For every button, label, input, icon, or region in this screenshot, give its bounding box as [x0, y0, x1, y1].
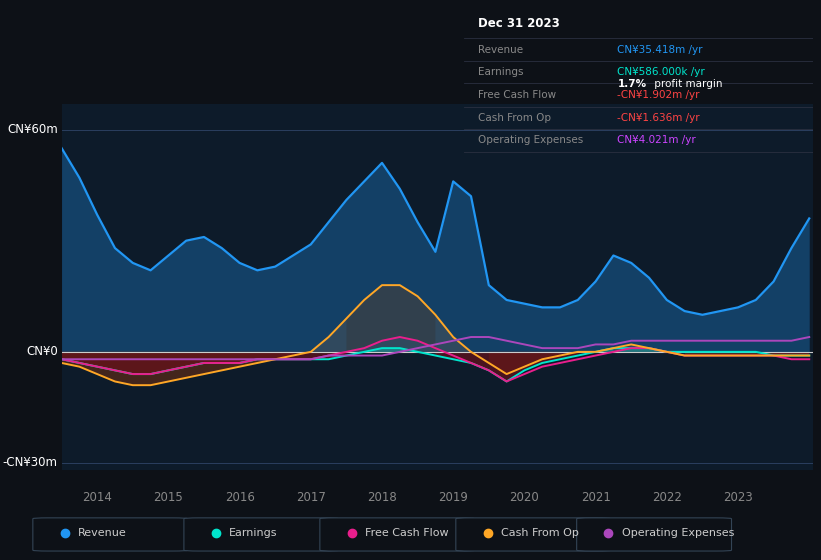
- FancyBboxPatch shape: [33, 518, 188, 551]
- Text: 2018: 2018: [367, 491, 397, 503]
- Text: 2021: 2021: [580, 491, 611, 503]
- Text: CN¥35.418m /yr: CN¥35.418m /yr: [617, 44, 703, 54]
- Text: Earnings: Earnings: [478, 67, 523, 77]
- Text: -CN¥30m: -CN¥30m: [2, 456, 57, 469]
- Text: Earnings: Earnings: [229, 529, 277, 538]
- Text: 2015: 2015: [154, 491, 183, 503]
- Text: CN¥60m: CN¥60m: [7, 123, 57, 136]
- Text: Cash From Op: Cash From Op: [501, 529, 579, 538]
- Text: CN¥0: CN¥0: [26, 346, 57, 358]
- Text: 2014: 2014: [82, 491, 112, 503]
- Text: Cash From Op: Cash From Op: [478, 113, 551, 123]
- Text: -CN¥1.636m /yr: -CN¥1.636m /yr: [617, 113, 700, 123]
- FancyBboxPatch shape: [576, 518, 732, 551]
- Text: Revenue: Revenue: [478, 44, 523, 54]
- Text: Free Cash Flow: Free Cash Flow: [478, 90, 556, 100]
- Text: CN¥586.000k /yr: CN¥586.000k /yr: [617, 67, 705, 77]
- FancyBboxPatch shape: [184, 518, 339, 551]
- Text: Operating Expenses: Operating Expenses: [478, 136, 583, 146]
- Text: 2019: 2019: [438, 491, 468, 503]
- FancyBboxPatch shape: [456, 518, 611, 551]
- Text: 2016: 2016: [225, 491, 255, 503]
- Text: CN¥4.021m /yr: CN¥4.021m /yr: [617, 136, 696, 146]
- Text: Revenue: Revenue: [78, 529, 127, 538]
- Text: 1.7%: 1.7%: [617, 79, 646, 89]
- Text: -CN¥1.902m /yr: -CN¥1.902m /yr: [617, 90, 699, 100]
- Text: 2023: 2023: [723, 491, 753, 503]
- FancyBboxPatch shape: [320, 518, 475, 551]
- Text: 2022: 2022: [652, 491, 681, 503]
- Text: Free Cash Flow: Free Cash Flow: [365, 529, 449, 538]
- Text: 2020: 2020: [510, 491, 539, 503]
- Text: Operating Expenses: Operating Expenses: [622, 529, 734, 538]
- Text: 2017: 2017: [296, 491, 326, 503]
- Text: profit margin: profit margin: [650, 79, 722, 89]
- Text: Dec 31 2023: Dec 31 2023: [478, 17, 560, 30]
